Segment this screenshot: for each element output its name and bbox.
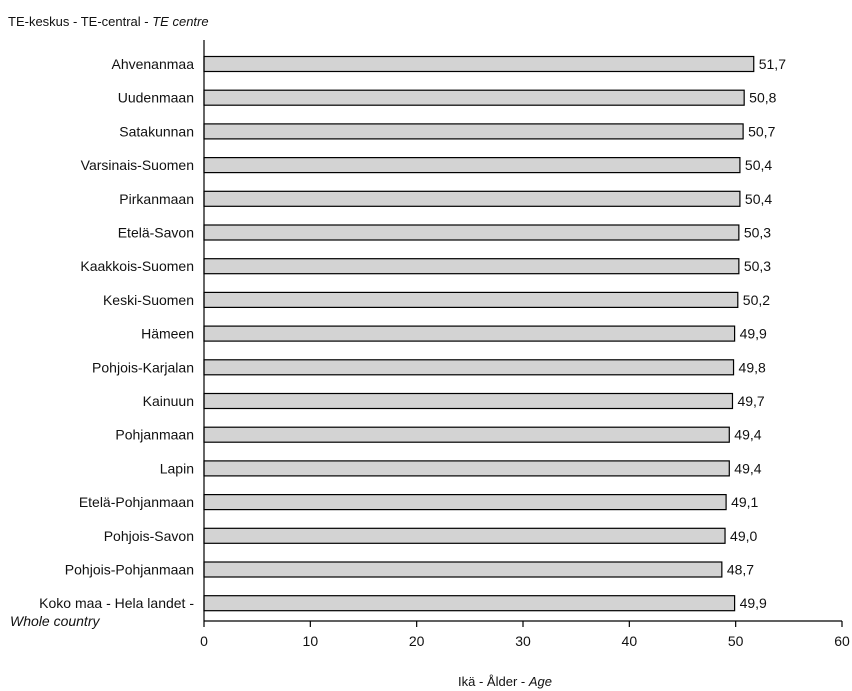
bar (203, 527, 726, 544)
bar (203, 595, 736, 612)
bar (203, 426, 730, 443)
value-label: 49,9 (740, 595, 767, 611)
category-label: Lapin (160, 460, 194, 476)
x-axis: 0 10 20 30 40 50 60 (200, 40, 850, 649)
category-label: Kaakkois-Suomen (80, 258, 194, 274)
bar (203, 258, 740, 275)
category-label: Hämeen (141, 326, 194, 342)
x-tick-label: 30 (515, 633, 531, 649)
category-label: Pohjois-Karjalan (92, 359, 194, 375)
category-label: Etelä-Pohjanmaan (79, 494, 194, 510)
value-label: 49,1 (731, 494, 758, 510)
bar (203, 494, 727, 511)
category-label: Ahvenanmaa (111, 56, 194, 72)
value-label: 50,8 (749, 90, 776, 106)
value-label: 49,0 (730, 528, 757, 544)
category-label-line2: Whole country (10, 613, 100, 629)
x-tick-label: 50 (728, 633, 744, 649)
bar (203, 325, 736, 342)
bars-group (203, 55, 755, 612)
category-label: Uudenmaan (118, 90, 194, 106)
value-labels: 51,7 50,8 50,7 50,4 50,4 50,3 50,3 50,2 49,9 49,8… (727, 56, 786, 611)
x-tick-label: 60 (834, 633, 850, 649)
bar (203, 190, 741, 207)
value-label: 49,4 (734, 427, 761, 443)
category-label: Etelä-Savon (118, 225, 194, 241)
bar (203, 359, 735, 376)
x-tick-label: 0 (200, 633, 208, 649)
bar (203, 157, 741, 174)
value-label: 49,7 (737, 393, 764, 409)
x-axis-title: Ikä - Ålder - Age (458, 674, 552, 689)
value-label: 49,9 (740, 326, 767, 342)
category-labels: Ahvenanmaa Uudenmaan Satakunnan Varsinais-S… (10, 56, 194, 629)
bar (203, 392, 734, 410)
bar (203, 55, 755, 73)
chart-header: TE-keskus - TE-central - TE centre (8, 14, 209, 29)
bar (203, 224, 740, 241)
value-label: 50,4 (745, 191, 772, 207)
bar (203, 561, 723, 578)
value-label: 50,4 (745, 157, 772, 173)
category-label: Pohjois-Pohjanmaan (65, 562, 194, 578)
x-axis-title-italic: Age (528, 674, 552, 689)
bar (203, 460, 730, 477)
value-label: 50,2 (743, 292, 770, 308)
header-text: TE-keskus - TE-central - (8, 14, 152, 29)
category-label: Pirkanmaan (119, 191, 194, 207)
category-label: Satakunnan (119, 123, 194, 139)
value-label: 49,8 (739, 359, 766, 375)
category-label: Keski-Suomen (103, 292, 194, 308)
value-label: 50,3 (744, 225, 771, 241)
category-label: Koko maa - Hela landet - (39, 595, 194, 611)
value-label: 48,7 (727, 562, 754, 578)
value-label: 49,4 (734, 460, 761, 476)
header-text-italic: TE centre (152, 14, 208, 29)
value-label: 50,3 (744, 258, 771, 274)
category-label: Varsinais-Suomen (81, 157, 194, 173)
category-label: Pohjanmaan (115, 427, 194, 443)
x-tick-label: 40 (622, 633, 638, 649)
category-label: Pohjois-Savon (104, 528, 194, 544)
value-label: 50,7 (748, 123, 775, 139)
x-tick-label: 20 (409, 633, 425, 649)
x-axis-title-text: Ikä - Ålder - (458, 674, 529, 689)
category-label: Kainuun (143, 393, 194, 409)
bar (203, 291, 739, 308)
value-label: 51,7 (759, 56, 786, 72)
bar (203, 123, 744, 140)
x-tick-label: 10 (303, 633, 319, 649)
bar (203, 89, 745, 106)
